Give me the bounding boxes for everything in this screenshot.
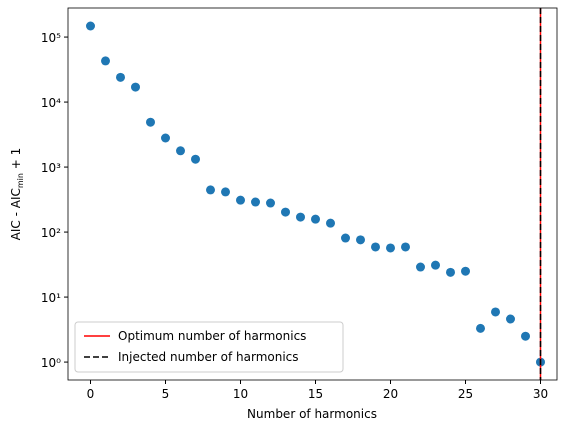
y-tick-label: 10⁰ bbox=[41, 356, 61, 370]
y-tick-label: 10⁴ bbox=[41, 96, 61, 110]
point bbox=[281, 207, 290, 217]
point bbox=[431, 260, 440, 270]
x-tick-label: 0 bbox=[87, 387, 95, 401]
point bbox=[131, 82, 140, 92]
y-tick-label: 10² bbox=[41, 226, 61, 240]
point bbox=[341, 233, 350, 243]
y-tick-label: 10¹ bbox=[41, 291, 61, 305]
y-label-part: + 1 bbox=[9, 148, 23, 173]
point bbox=[476, 323, 485, 333]
point bbox=[116, 72, 125, 82]
point bbox=[191, 154, 200, 164]
point bbox=[506, 314, 515, 324]
point bbox=[161, 133, 170, 143]
point bbox=[401, 242, 410, 252]
point bbox=[296, 212, 305, 222]
x-tick-label: 15 bbox=[308, 387, 323, 401]
point bbox=[491, 307, 500, 317]
point bbox=[356, 235, 365, 245]
point bbox=[311, 214, 320, 224]
legend-label: Injected number of harmonics bbox=[118, 350, 299, 364]
y-axis-label: AIC - AICmin + 1 bbox=[9, 148, 25, 241]
y-label-sub: min bbox=[16, 173, 25, 188]
x-tick-label: 20 bbox=[383, 387, 398, 401]
x-tick-label: 30 bbox=[533, 387, 548, 401]
legend-box bbox=[74, 321, 344, 373]
x-axis-label: Number of harmonics bbox=[247, 407, 377, 421]
y-tick-label: 10³ bbox=[41, 161, 61, 175]
point bbox=[86, 21, 95, 31]
point bbox=[236, 195, 245, 205]
point bbox=[176, 146, 185, 156]
x-tick-label: 5 bbox=[162, 387, 170, 401]
y-tick-label: 10⁵ bbox=[41, 31, 61, 45]
point bbox=[221, 187, 230, 197]
point bbox=[371, 242, 380, 252]
point bbox=[146, 117, 155, 127]
x-tick-label: 10 bbox=[233, 387, 248, 401]
point bbox=[386, 243, 395, 253]
point bbox=[446, 267, 455, 277]
point bbox=[326, 218, 335, 228]
legend-label: Optimum number of harmonics bbox=[118, 329, 306, 343]
point bbox=[461, 266, 470, 276]
point bbox=[206, 185, 215, 195]
point bbox=[251, 197, 260, 207]
point bbox=[101, 56, 110, 66]
point bbox=[521, 331, 530, 341]
plot-frame bbox=[67, 7, 558, 381]
point bbox=[416, 262, 425, 272]
point bbox=[266, 198, 275, 208]
x-tick-label: 25 bbox=[458, 387, 473, 401]
y-label-part: AIC - AIC bbox=[9, 188, 23, 240]
